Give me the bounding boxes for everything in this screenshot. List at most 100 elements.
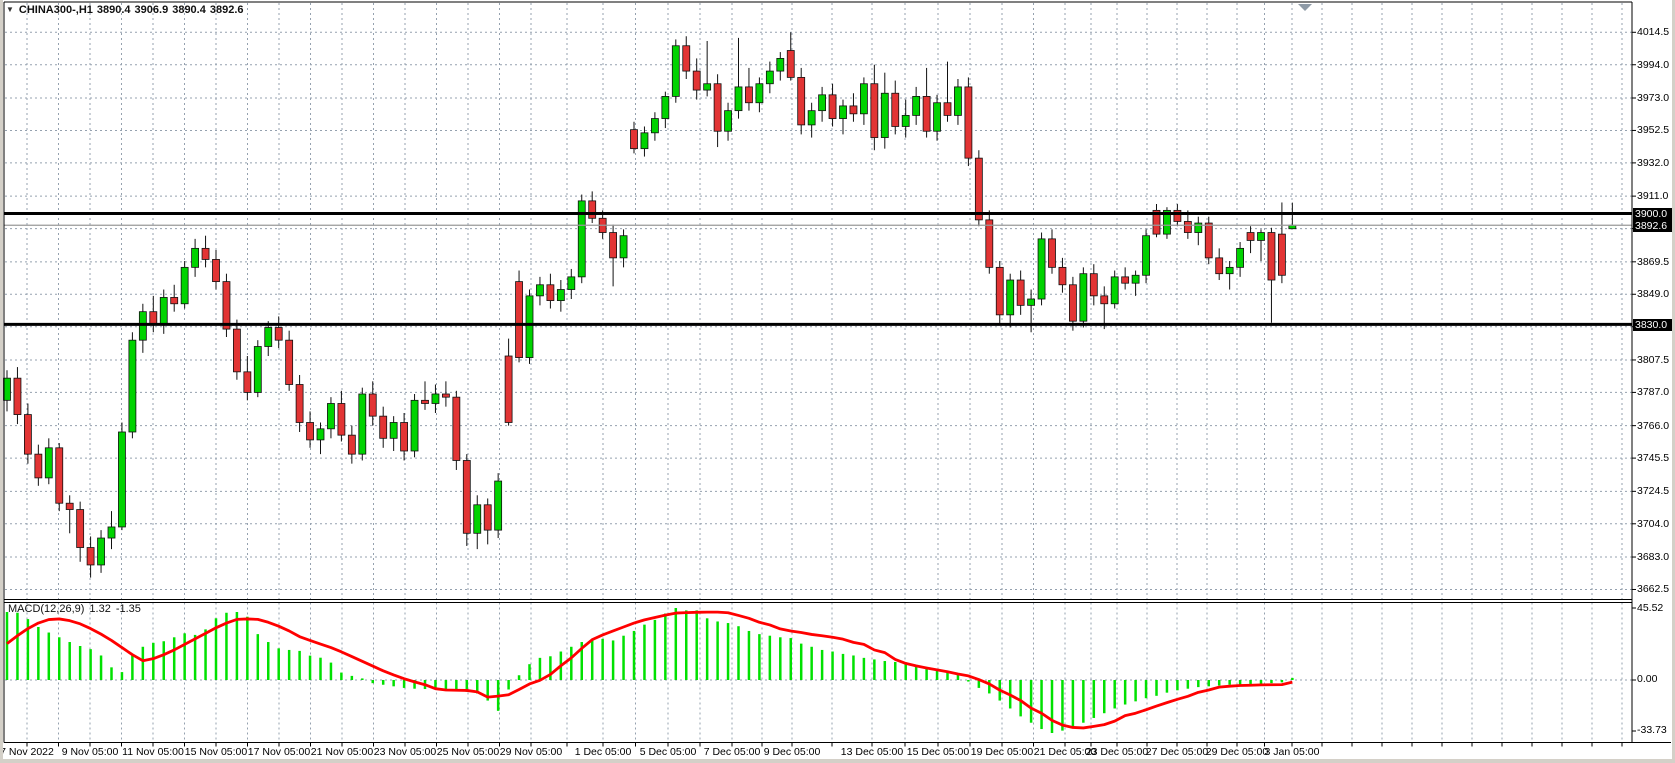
symbol-dropdown-icon[interactable]: ▼	[6, 5, 14, 14]
bear-candle	[1267, 232, 1276, 281]
open-value: 3890.4	[96, 4, 131, 16]
bear-candle	[797, 77, 806, 126]
bull-candle	[776, 58, 785, 72]
time-axis-label: 7 Dec 05:00	[703, 746, 761, 758]
bear-candle	[588, 200, 597, 219]
time-axis-label: 11 Nov 05:00	[122, 746, 184, 758]
symbol-period-label: CHINA300-,H1	[18, 4, 93, 16]
bear-candle	[201, 247, 210, 260]
bear-candle	[285, 339, 294, 385]
bull-candle	[264, 327, 273, 347]
bear-candle	[232, 328, 241, 373]
bear-candle	[974, 157, 983, 221]
bull-candle	[1142, 235, 1150, 276]
bear-candle	[400, 422, 409, 452]
bear-candle	[170, 297, 179, 305]
bear-candle	[368, 393, 377, 417]
time-axis-label: 1 Dec 05:00	[574, 746, 632, 758]
bear-candle	[212, 259, 220, 283]
bear-candle	[1100, 295, 1109, 305]
bull-candle	[180, 266, 189, 305]
bear-candle	[964, 86, 973, 159]
bull-candle	[410, 399, 419, 452]
bear-candle	[1215, 257, 1224, 275]
bear-candle	[222, 281, 231, 330]
price-axis-label: 3662.5	[1637, 583, 1670, 596]
bull-candle	[494, 480, 503, 531]
bull-candle	[473, 504, 482, 534]
bear-candle	[786, 50, 795, 78]
bull-candle	[807, 110, 816, 126]
bull-candle	[901, 115, 910, 127]
bull-candle	[577, 200, 586, 278]
bear-candle	[452, 396, 461, 461]
bull-candle	[118, 431, 126, 528]
close-value: 3892.6	[209, 4, 244, 16]
bear-candle	[745, 86, 753, 104]
price-axis-label: 3745.5	[1637, 452, 1670, 465]
macd-signal-line	[6, 610, 1293, 730]
bull-candle	[839, 105, 847, 119]
bear-candle	[504, 355, 513, 423]
time-axis-label: 7 Nov 2022	[0, 746, 54, 758]
bear-candle	[1152, 209, 1161, 235]
price-axis-label: 3807.5	[1637, 353, 1670, 366]
bull-candle	[316, 428, 325, 441]
time-axis-label: 13 Dec 05:00	[840, 746, 904, 758]
low-value: 3890.4	[172, 4, 206, 16]
bear-candle	[76, 509, 85, 548]
time-axis-label: 21 Dec 05:00	[1033, 746, 1097, 758]
price-axis-label: 3932.0	[1637, 156, 1670, 169]
bear-candle	[1058, 266, 1067, 286]
bull-candle	[661, 96, 670, 119]
bull-candle	[253, 346, 262, 393]
time-axis-label: 23 Dec 05:00	[1085, 746, 1149, 758]
time-axis-label: 5 Dec 05:00	[639, 746, 697, 758]
bear-candle	[943, 102, 952, 116]
bull-candle	[1257, 232, 1265, 241]
bull-candle	[651, 118, 659, 134]
time-axis-label: 9 Nov 05:00	[61, 746, 119, 758]
bear-candle	[546, 284, 555, 302]
bear-candle	[13, 377, 22, 415]
bear-candle	[149, 311, 158, 325]
bear-candle	[713, 83, 722, 132]
bull-candle	[818, 94, 826, 112]
current-price-tag: 3892.6	[1633, 219, 1675, 232]
bear-candle	[55, 447, 64, 504]
bear-candle	[609, 232, 617, 259]
bull-candle	[567, 276, 576, 290]
bear-candle	[995, 266, 1004, 316]
bull-candle	[619, 235, 628, 259]
price-axis-label: 3911.0	[1637, 190, 1669, 203]
time-axis-label: 19 Dec 05:00	[970, 746, 1034, 758]
bull-candle	[191, 247, 200, 268]
price-axis-label: 4014.5	[1637, 26, 1670, 39]
bear-candle	[922, 96, 931, 132]
time-axis-label: 27 Dec 05:00	[1145, 746, 1209, 758]
bull-candle	[97, 537, 105, 566]
bear-candle	[1173, 209, 1182, 222]
bear-candle	[295, 384, 304, 423]
macd-main-value: 1.32	[89, 603, 111, 615]
bull-candle	[1110, 276, 1119, 305]
chart-shift-marker-icon	[1298, 4, 1312, 11]
bear-candle	[347, 434, 356, 455]
price-axis-label: 3766.0	[1637, 419, 1670, 432]
bull-candle	[1006, 279, 1015, 316]
chart-ohlc-info: ▼ CHINA300-,H1 3890.4 3906.9 3890.4 3892.6	[6, 4, 248, 16]
bull-candle	[755, 83, 764, 104]
bear-candle	[630, 129, 638, 150]
bull-candle	[1225, 266, 1234, 275]
bear-candle	[828, 94, 837, 119]
time-axis-label: 25 Nov 05:00	[436, 746, 500, 758]
bull-candle	[1163, 209, 1171, 235]
left-window-edge	[0, 0, 3, 763]
bull-candle	[3, 377, 11, 401]
bull-candle	[536, 284, 544, 297]
price-axis-label: 3724.5	[1637, 485, 1670, 498]
bear-candle	[243, 371, 252, 393]
bull-candle	[107, 526, 116, 539]
